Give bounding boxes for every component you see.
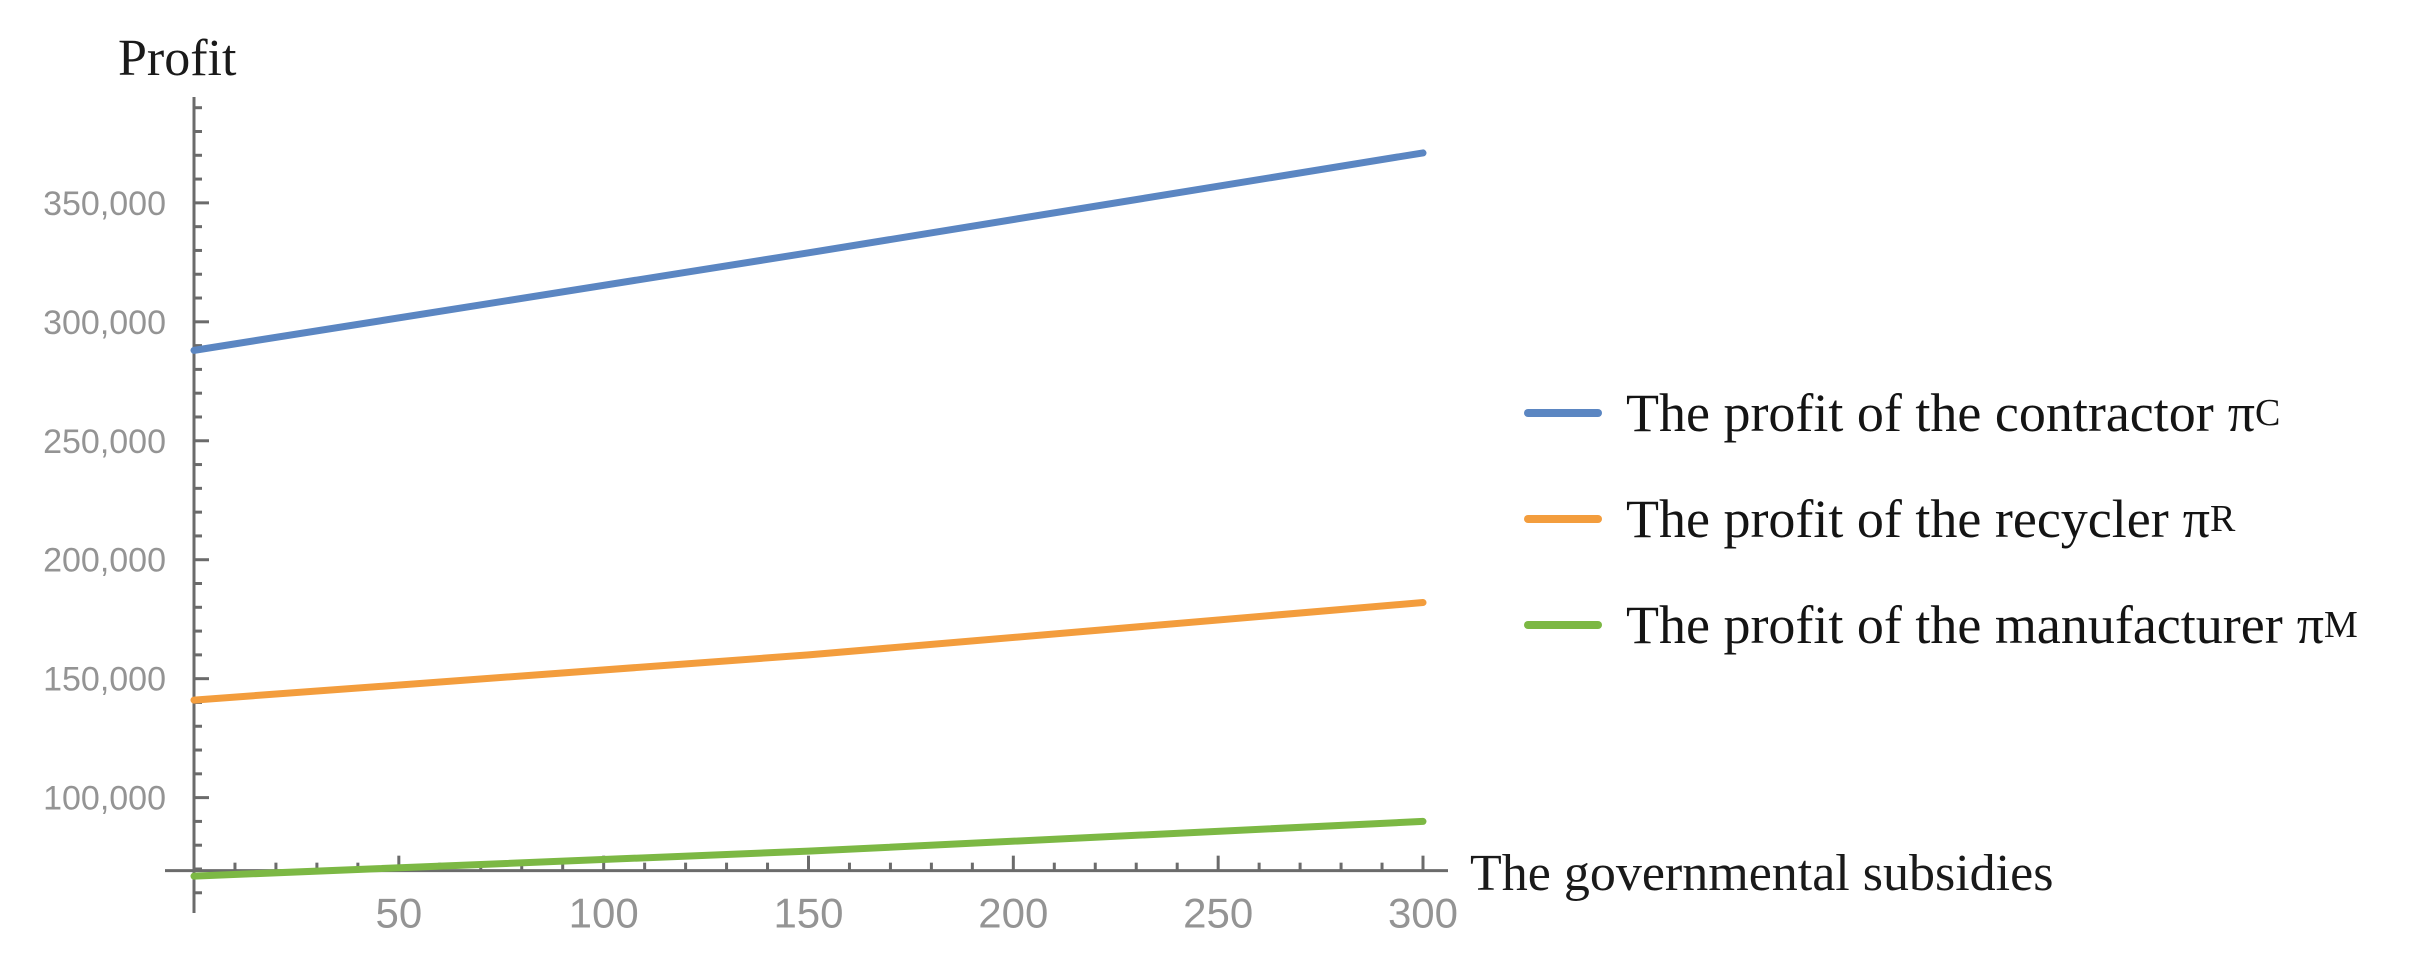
series-line xyxy=(190,599,1427,704)
y-tick-label: 200,000 xyxy=(43,542,166,580)
series-line xyxy=(190,817,1427,880)
x-axis-title: The governmental subsidies xyxy=(1470,845,2054,902)
pi-subscript: C xyxy=(2255,391,2281,434)
x-tick-label: 150 xyxy=(773,890,843,937)
y-axis-title: Profit xyxy=(118,30,237,87)
x-tick-label: 100 xyxy=(569,890,639,937)
y-tick-label: 150,000 xyxy=(43,661,166,699)
x-tick-label: 50 xyxy=(375,890,422,937)
legend-label: The profit of the contractor xyxy=(1626,382,2214,443)
pi-symbol: π xyxy=(2296,594,2324,655)
y-tick-label: 300,000 xyxy=(43,304,166,342)
x-tick-label: 250 xyxy=(1183,890,1253,937)
manufacturer-line-swatch xyxy=(1524,620,1602,629)
x-tick-label: 200 xyxy=(978,890,1048,937)
y-tick-label: 100,000 xyxy=(43,780,166,818)
y-tick-label: 350,000 xyxy=(43,185,166,223)
pi-symbol: π xyxy=(2182,488,2210,549)
y-tick-label: 250,000 xyxy=(43,423,166,461)
pi-subscript: R xyxy=(2209,497,2236,540)
series-line xyxy=(190,149,1427,354)
recycler-line-swatch xyxy=(1524,514,1602,523)
legend-label: The profit of the recycler xyxy=(1626,488,2169,549)
pi-symbol: π xyxy=(2227,382,2256,443)
x-tick-label: 300 xyxy=(1388,890,1458,937)
pi-subscript: M xyxy=(2323,603,2358,646)
legend-label: The profit of the manufacturer xyxy=(1626,594,2283,655)
contractor-line-swatch xyxy=(1524,408,1602,417)
